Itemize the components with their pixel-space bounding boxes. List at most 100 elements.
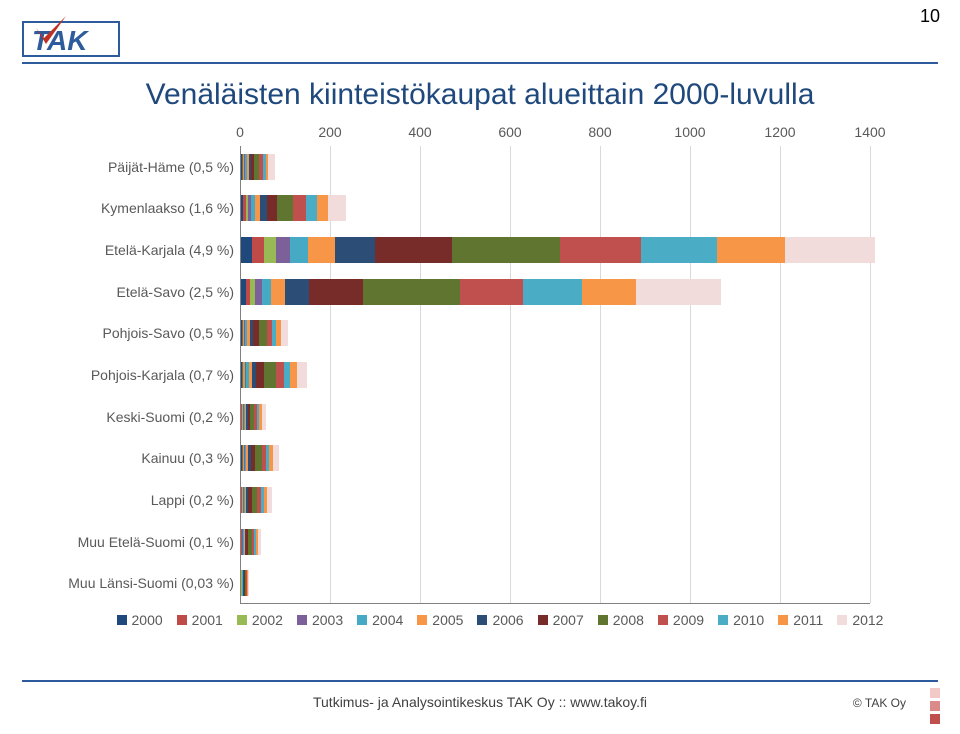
legend-item: 2012 — [837, 612, 883, 628]
bar-segment — [252, 237, 263, 263]
bar-segment — [306, 195, 317, 221]
category-label: Etelä-Savo (2,5 %) — [117, 284, 235, 300]
bar-segment — [276, 237, 290, 263]
bar-segment — [785, 237, 875, 263]
bar-segment — [281, 320, 288, 346]
footer-text: Tutkimus- ja Analysointikeskus TAK Oy ::… — [0, 694, 960, 710]
bar-segment — [317, 195, 328, 221]
x-tick-label: 600 — [498, 124, 521, 140]
bar-segment — [523, 279, 582, 305]
bar-row — [241, 570, 249, 596]
legend-label: 2010 — [733, 612, 764, 628]
bar-segment — [452, 237, 560, 263]
category-label: Kymenlaakso (1,6 %) — [101, 200, 234, 216]
legend-swatch — [477, 615, 487, 625]
x-tick-label: 0 — [236, 124, 244, 140]
bar-row — [241, 320, 288, 346]
bar-segment — [258, 529, 262, 555]
bar-segment — [641, 237, 718, 263]
bar-row — [241, 445, 279, 471]
bar-segment — [290, 237, 308, 263]
category-label: Muu Etelä-Suomi (0,1 %) — [78, 534, 234, 550]
category-label: Päijät-Häme (0,5 %) — [108, 159, 234, 175]
category-label: Etelä-Karjala (4,9 %) — [105, 242, 234, 258]
bar-row — [241, 362, 307, 388]
bar-segment — [248, 570, 249, 596]
chart-plot — [240, 146, 870, 604]
x-tick-label: 200 — [318, 124, 341, 140]
bar-segment — [636, 279, 722, 305]
bar-row — [241, 195, 346, 221]
bar-segment — [284, 362, 291, 388]
bar-segment — [273, 445, 279, 471]
gridline — [870, 146, 871, 603]
gridline — [690, 146, 691, 603]
legend-swatch — [177, 615, 187, 625]
legend-swatch — [837, 615, 847, 625]
bar-segment — [267, 487, 273, 513]
legend-swatch — [417, 615, 427, 625]
bar-segment — [271, 279, 285, 305]
legend-label: 2001 — [192, 612, 223, 628]
bar-segment — [335, 237, 376, 263]
bar-row — [241, 237, 875, 263]
legend-label: 2004 — [372, 612, 403, 628]
header-rule — [22, 62, 938, 64]
bar-segment — [560, 237, 641, 263]
bar-segment — [264, 362, 275, 388]
bar-segment — [308, 237, 335, 263]
bar-segment — [375, 237, 452, 263]
legend-item: 2011 — [778, 612, 823, 628]
category-labels: Päijät-Häme (0,5 %) Kymenlaakso (1,6 %) Et… — [50, 146, 234, 604]
bar-segment — [260, 195, 267, 221]
bar-segment — [460, 279, 523, 305]
legend-label: 2007 — [553, 612, 584, 628]
legend-item: 2002 — [237, 612, 283, 628]
tak-logo: TAK — [22, 14, 132, 63]
legend-swatch — [718, 615, 728, 625]
category-label: Keski-Suomi (0,2 %) — [106, 409, 234, 425]
legend-label: 2008 — [613, 612, 644, 628]
svg-text:TAK: TAK — [32, 25, 89, 56]
legend-label: 2005 — [432, 612, 463, 628]
legend-swatch — [538, 615, 548, 625]
copyright: © TAK Oy — [853, 696, 906, 710]
x-tick-label: 400 — [408, 124, 431, 140]
bar-segment — [290, 362, 297, 388]
bar-segment — [262, 279, 271, 305]
legend-item: 2001 — [177, 612, 223, 628]
category-label: Kainuu (0,3 %) — [141, 450, 234, 466]
bar-segment — [293, 195, 306, 221]
bar-segment — [277, 195, 293, 221]
bar-segment — [267, 195, 278, 221]
legend-label: 2006 — [492, 612, 523, 628]
bar-segment — [276, 362, 284, 388]
bar-segment — [285, 279, 310, 305]
gridline — [420, 146, 421, 603]
legend-label: 2000 — [132, 612, 163, 628]
category-label: Pohjois-Savo (0,5 %) — [102, 325, 234, 341]
legend-swatch — [297, 615, 307, 625]
legend-swatch — [778, 615, 788, 625]
bar-segment — [241, 237, 252, 263]
bar-segment — [256, 362, 264, 388]
category-label: Lappi (0,2 %) — [151, 492, 234, 508]
legend-swatch — [117, 615, 127, 625]
bar-segment — [309, 279, 363, 305]
legend-label: 2012 — [852, 612, 883, 628]
legend-label: 2009 — [673, 612, 704, 628]
x-tick-label: 800 — [588, 124, 611, 140]
category-label: Pohjois-Karjala (0,7 %) — [91, 367, 234, 383]
bar-row — [241, 154, 275, 180]
bar-segment — [328, 195, 346, 221]
legend-item: 2005 — [417, 612, 463, 628]
bar-segment — [262, 404, 266, 430]
bar-row — [241, 487, 272, 513]
legend-swatch — [237, 615, 247, 625]
bar-segment — [268, 154, 275, 180]
page-number: 10 — [920, 6, 940, 27]
category-label: Muu Länsi-Suomi (0,03 %) — [68, 575, 234, 591]
legend-item: 2003 — [297, 612, 343, 628]
bar-row — [241, 529, 261, 555]
legend-label: 2002 — [252, 612, 283, 628]
